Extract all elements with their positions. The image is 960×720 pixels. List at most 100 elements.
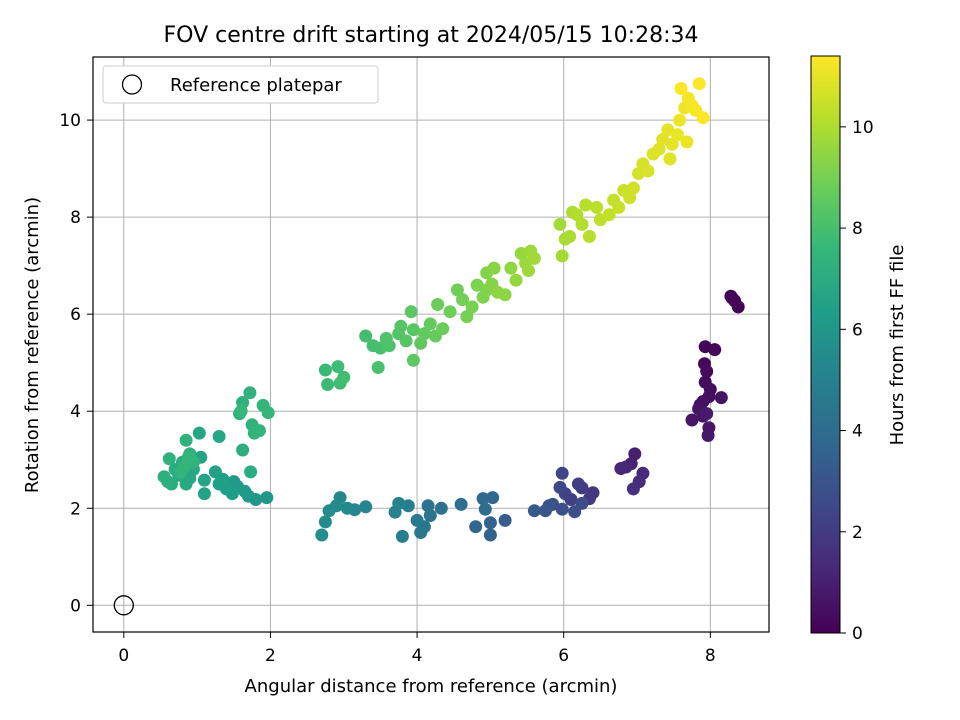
legend: Reference platepar — [102, 65, 379, 104]
scatter-point — [321, 378, 335, 391]
scatter-point — [179, 433, 193, 447]
scatter-point — [261, 406, 275, 420]
scatter-point — [701, 429, 715, 442]
scatter-point — [359, 500, 373, 514]
scatter-point — [436, 322, 450, 336]
y-tick-label: 2 — [70, 499, 81, 519]
chart-title: FOV centre drift starting at 2024/05/15 … — [164, 23, 699, 48]
scatter-point — [421, 499, 435, 513]
scatter-point — [423, 509, 437, 522]
scatter-point — [417, 327, 431, 341]
scatter-point — [538, 504, 552, 518]
y-tick-label: 8 — [70, 208, 81, 228]
scatter-point — [454, 497, 468, 511]
scatter-point — [192, 426, 206, 440]
scatter-point — [434, 501, 448, 515]
scatter-point — [674, 82, 688, 95]
scatter-point — [460, 310, 474, 324]
scatter-point — [590, 200, 604, 214]
scatter-point — [181, 450, 195, 464]
scatter-point — [179, 477, 193, 491]
scatter-point — [234, 404, 248, 418]
scatter-point — [670, 128, 684, 142]
x-axis-label: Angular distance from reference (arcmin) — [245, 676, 618, 697]
scatter-point — [476, 492, 490, 506]
scatter-point — [661, 123, 675, 137]
scatter-point — [483, 516, 497, 530]
scatter-point — [337, 370, 351, 384]
scatter-point — [571, 477, 585, 491]
scatter-point — [498, 513, 512, 527]
colorbar-ticks: 0 2 4 6 8 10 — [840, 118, 874, 644]
colorbar-tick-label: 10 — [852, 118, 874, 138]
scatter-point — [692, 77, 706, 91]
scatter-point — [197, 487, 211, 501]
scatter-point — [700, 407, 714, 421]
scatter-points — [157, 77, 745, 543]
scatter-point — [394, 319, 408, 333]
scatter-point — [406, 353, 420, 367]
scatter-point — [708, 343, 722, 357]
x-tick-label: 8 — [705, 646, 716, 666]
colorbar: 0 2 4 6 8 10 Hours from first FF file — [810, 55, 908, 644]
scatter-point — [456, 293, 469, 307]
reference-marker — [113, 595, 134, 616]
scatter-point — [714, 391, 728, 405]
x-tick-label: 6 — [558, 646, 569, 666]
scatter-point — [641, 164, 655, 178]
scatter-point — [410, 513, 424, 527]
plot-frame — [92, 56, 770, 633]
colorbar-tick-label: 6 — [852, 320, 863, 340]
scatter-point — [392, 496, 406, 510]
scatter-point — [527, 251, 541, 265]
y-tick-label: 6 — [70, 305, 81, 325]
scatter-point — [522, 264, 535, 277]
scatter-point — [379, 331, 393, 345]
scatter-point — [208, 465, 222, 479]
scatter-point — [673, 113, 687, 127]
scatter-point — [555, 249, 569, 263]
scatter-point — [680, 135, 694, 149]
x-tick-label: 4 — [412, 646, 423, 666]
scatter-point — [252, 424, 266, 438]
scatter-point — [177, 460, 191, 474]
scatter-point — [563, 230, 577, 243]
scatter-point — [395, 529, 409, 543]
y-tick-label: 4 — [70, 402, 81, 422]
x-tick-label: 0 — [118, 646, 129, 666]
legend-marker-reference — [121, 74, 143, 95]
y-axis-label: Rotation from reference (arcmin) — [22, 197, 43, 493]
y-tick-label: 0 — [70, 596, 81, 616]
scatter-point — [478, 502, 492, 516]
scatter-point — [157, 470, 171, 484]
x-ticks: 0 2 4 6 8 — [118, 632, 716, 666]
colorbar-tick-label: 2 — [852, 523, 863, 543]
scatter-point — [626, 482, 640, 496]
scatter-point — [318, 363, 332, 377]
scatter-point — [725, 291, 739, 305]
scatter-point — [696, 111, 710, 125]
scatter-point — [423, 317, 437, 331]
scatter-point — [469, 520, 483, 534]
scatter-point — [340, 501, 354, 515]
scatter-point — [665, 137, 679, 151]
scatter-point — [236, 443, 250, 457]
scatter-point — [555, 466, 569, 480]
scatter-point — [260, 491, 274, 505]
scatter-point — [612, 200, 626, 214]
scatter-point — [331, 360, 345, 374]
scatter-point — [579, 198, 593, 212]
colorbar-gradient — [810, 55, 841, 634]
scatter-point — [509, 273, 523, 287]
scatter-point — [431, 298, 445, 311]
colorbar-tick-label: 8 — [852, 219, 863, 239]
scatter-point — [700, 364, 714, 378]
scatter-point — [685, 413, 699, 427]
y-ticks: 0 2 4 6 8 10 — [59, 111, 93, 616]
scatter-point — [212, 477, 226, 491]
colorbar-tick-label: 4 — [852, 422, 863, 442]
scatter-point — [570, 208, 584, 222]
scatter-point — [553, 217, 567, 231]
scatter-point — [318, 515, 332, 529]
